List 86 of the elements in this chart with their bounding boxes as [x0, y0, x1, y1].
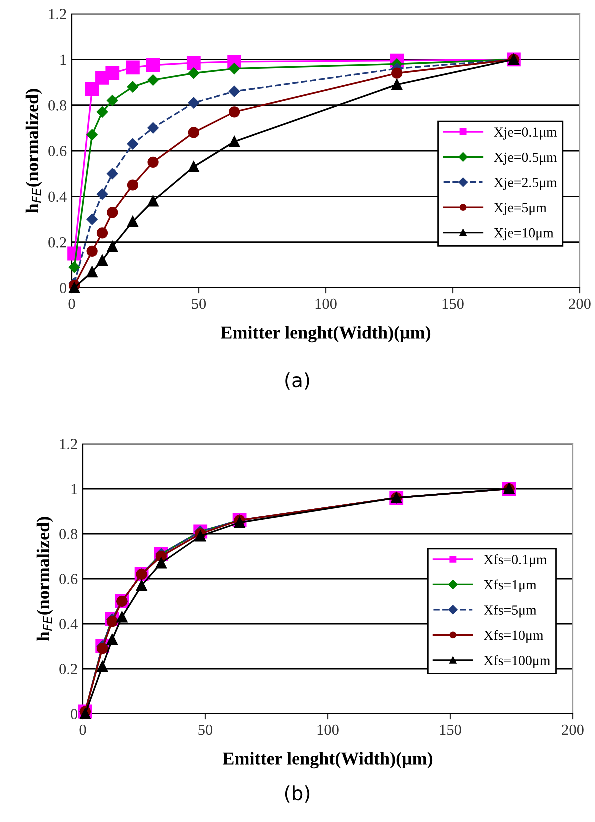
point [96, 255, 108, 266]
x-axis-title: Emitter lenght(Width)(μm) [222, 752, 433, 769]
point [127, 138, 139, 150]
point [228, 86, 240, 98]
legend-label: Xje=0.1μm [494, 128, 558, 140]
point [229, 106, 240, 118]
point [85, 82, 100, 96]
y-axis-title: h$_{FE}$(normalized) [36, 517, 54, 642]
y-tick-label: 0 [71, 709, 78, 720]
legend-label: Xfs=10μm [484, 630, 544, 644]
point [116, 612, 128, 623]
x-tick-label: 0 [80, 724, 86, 736]
y-tick-label: 1.2 [49, 9, 66, 20]
y-tick-label: 0.6 [48, 146, 67, 157]
y-tick-label: 1.2 [60, 439, 78, 450]
y-axis-title: h$_{FE}$(normalized) [26, 89, 42, 214]
y-tick-label: 0.8 [60, 529, 78, 540]
point [107, 168, 118, 180]
legend-label: Xfs=100μm [484, 656, 550, 668]
point [188, 127, 200, 138]
point [392, 79, 403, 90]
point [97, 643, 108, 654]
point [127, 81, 139, 93]
point [127, 216, 139, 228]
x-tick-label: 50 [192, 298, 206, 310]
y-tick-label: 0.8 [48, 100, 67, 111]
point [146, 58, 160, 72]
point [234, 517, 246, 528]
point [148, 196, 159, 207]
x-tick-label: 100 [316, 298, 337, 310]
y-tick-label: 0.4 [60, 619, 78, 630]
point [229, 136, 240, 148]
point [148, 122, 159, 134]
point [188, 97, 200, 109]
x-tick-label: 150 [440, 724, 462, 736]
legend-label: Xje=2.5μm [494, 178, 558, 190]
point [136, 580, 148, 592]
legend-label: Xje=10μm [494, 228, 554, 241]
x-tick-label: 200 [562, 724, 584, 736]
point [148, 74, 159, 86]
point [156, 558, 167, 569]
legend-label: Xfs=0.1μm [484, 554, 548, 568]
x-axis-title: Emitter lenght(Width)(μm) [220, 326, 431, 343]
point [107, 241, 118, 252]
text: (a) [286, 372, 310, 390]
point [107, 207, 118, 218]
legend-label: Xfs=5μm [484, 605, 537, 618]
x-tick-label: 100 [318, 724, 339, 736]
point [68, 262, 80, 274]
point [127, 180, 139, 191]
point [86, 214, 98, 226]
y-tick-label: 0.2 [60, 664, 78, 675]
point [392, 68, 403, 79]
point [186, 56, 201, 70]
legend-label: Xje=0.5μm [494, 152, 558, 166]
point [97, 661, 108, 672]
x-tick-label: 150 [442, 298, 464, 310]
y-tick-label: 0.2 [48, 237, 66, 248]
point [86, 246, 98, 258]
legend-label: Xfs=1μm [484, 580, 537, 593]
point [107, 95, 118, 106]
y-tick-label: 1 [72, 484, 78, 494]
point [228, 63, 240, 74]
point [106, 616, 118, 628]
y-tick-label: 0.4 [48, 192, 67, 202]
point [148, 156, 159, 168]
point [86, 129, 98, 141]
x-tick-label: 200 [569, 298, 591, 310]
text: (b) [285, 786, 310, 803]
point [106, 66, 120, 80]
point [126, 60, 140, 75]
point [96, 228, 108, 239]
point [86, 266, 98, 278]
point [96, 106, 108, 118]
point [80, 708, 92, 720]
point [96, 188, 108, 200]
x-tick-label: 50 [198, 724, 213, 736]
y-tick-label: 1 [60, 54, 66, 65]
y-tick-label: 0 [60, 283, 67, 294]
legend-label: Xje=5μm [494, 203, 547, 216]
point [188, 161, 200, 173]
y-tick-label: 0.6 [60, 574, 78, 585]
point [195, 530, 206, 542]
point [188, 68, 200, 79]
point [68, 282, 80, 294]
point [106, 634, 118, 646]
